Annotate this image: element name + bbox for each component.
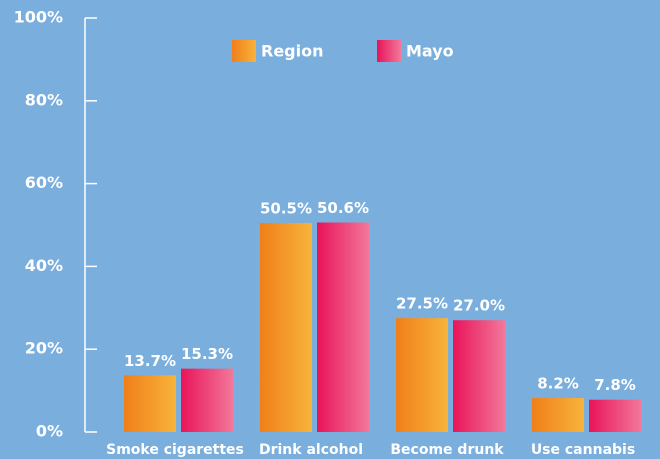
x-tick-label: Use cannabis	[531, 442, 635, 458]
y-tick-label: 40%	[25, 256, 63, 275]
bar	[124, 375, 176, 432]
value-label: 50.5%	[260, 199, 312, 217]
value-label: 13.7%	[124, 352, 176, 370]
bar	[317, 222, 369, 432]
bar	[589, 399, 641, 432]
y-tick-label: 80%	[25, 90, 63, 109]
y-tick-label: 60%	[25, 173, 63, 192]
value-label: 7.8%	[594, 376, 636, 394]
value-label: 27.0%	[453, 297, 505, 315]
bar	[396, 318, 448, 432]
y-tick-label: 100%	[14, 8, 63, 27]
y-tick-label: 0%	[36, 422, 63, 441]
x-tick-label: Become drunk	[390, 442, 504, 458]
x-tick-label: Drink alcohol	[259, 442, 363, 458]
legend-label: Region	[261, 42, 324, 61]
x-tick-label: Smoke cigarettes	[106, 442, 244, 458]
bar	[181, 368, 233, 432]
bar	[532, 398, 584, 432]
bar	[453, 320, 505, 432]
value-label: 27.5%	[396, 295, 448, 313]
value-label: 8.2%	[537, 375, 579, 393]
value-label: 50.6%	[317, 199, 369, 217]
value-label: 15.3%	[181, 345, 233, 363]
bar	[260, 222, 312, 432]
legend-swatch	[232, 40, 256, 62]
legend-swatch	[377, 40, 401, 62]
y-tick-label: 20%	[25, 339, 63, 358]
legend-label: Mayo	[406, 42, 454, 61]
